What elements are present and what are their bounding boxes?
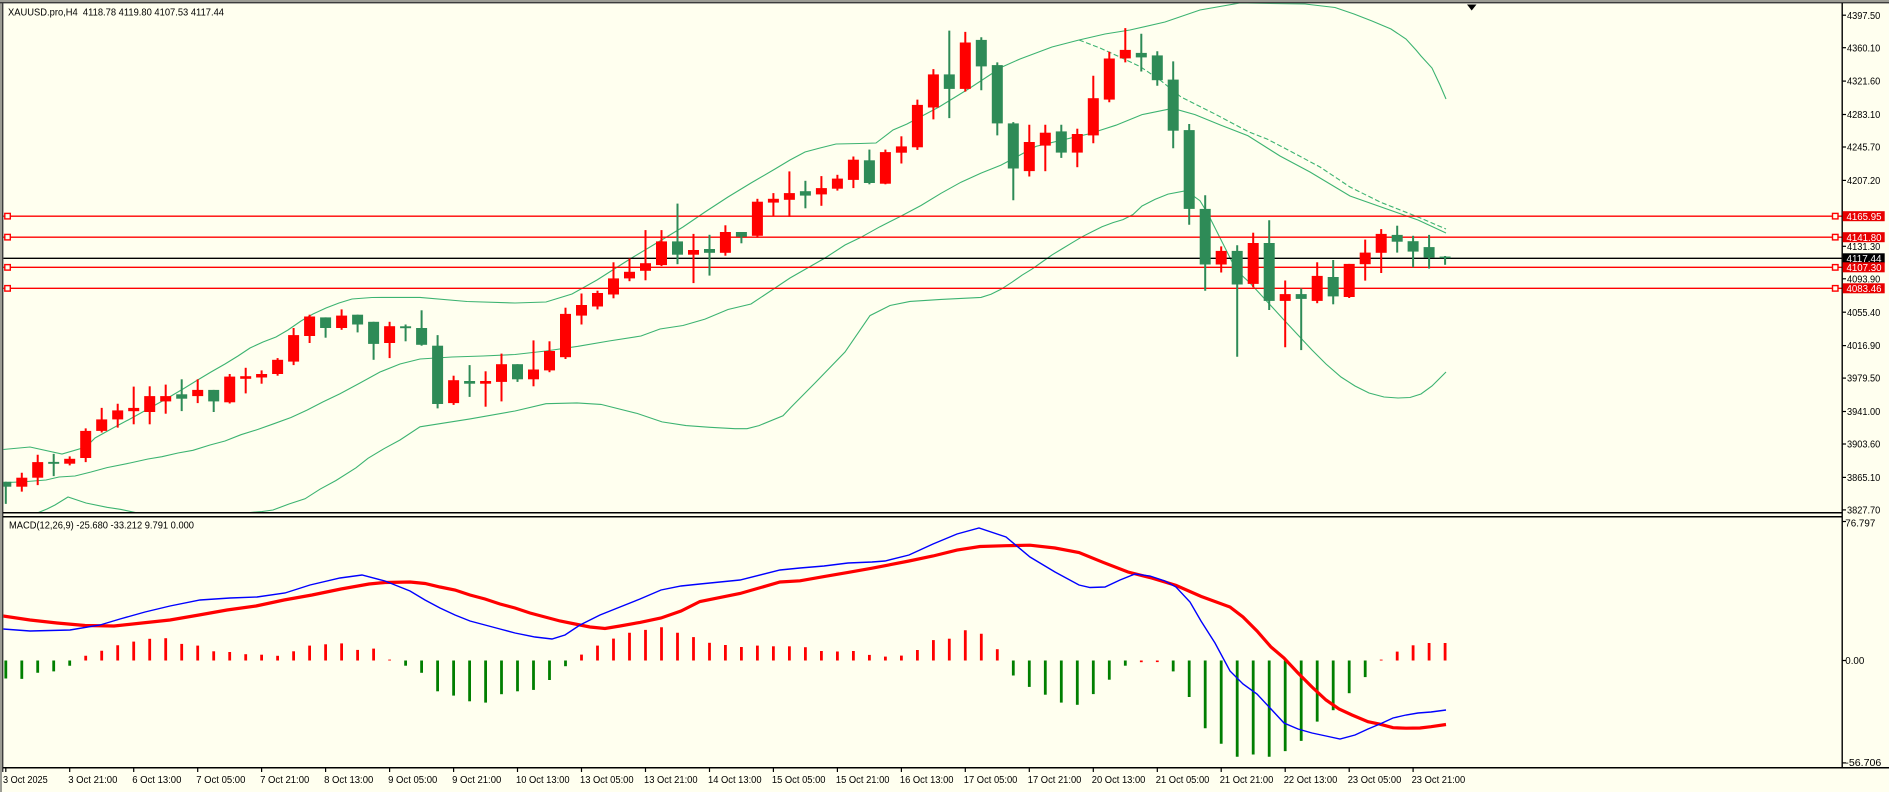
svg-text:4016.90: 4016.90 [1847,341,1881,352]
svg-text:8 Oct 13:00: 8 Oct 13:00 [324,775,374,786]
svg-text:4083.46: 4083.46 [1847,284,1882,295]
svg-text:0.00: 0.00 [1845,656,1864,667]
svg-text:4117.44: 4117.44 [1847,254,1882,265]
svg-text:23 Oct 05:00: 23 Oct 05:00 [1348,775,1402,786]
svg-text:-56.706: -56.706 [1845,758,1881,769]
svg-text:22 Oct 13:00: 22 Oct 13:00 [1284,775,1338,786]
svg-text:4283.10: 4283.10 [1847,110,1881,121]
svg-text:7 Oct 05:00: 7 Oct 05:00 [196,775,246,786]
svg-text:21 Oct 21:00: 21 Oct 21:00 [1220,775,1274,786]
svg-text:4165.95: 4165.95 [1847,212,1882,223]
svg-text:4321.60: 4321.60 [1847,77,1881,88]
svg-text:4141.80: 4141.80 [1847,233,1882,244]
svg-text:4055.40: 4055.40 [1847,308,1881,319]
svg-text:3941.00: 3941.00 [1847,407,1881,418]
svg-text:3903.60: 3903.60 [1847,440,1881,451]
svg-text:3 Oct 2025: 3 Oct 2025 [3,775,48,786]
svg-text:4131.30: 4131.30 [1847,242,1881,253]
svg-text:MACD(12,26,9) -25.680 -33.212: MACD(12,26,9) -25.680 -33.212 9.791 0.00… [9,520,194,532]
svg-text:9 Oct 05:00: 9 Oct 05:00 [388,775,438,786]
svg-text:15 Oct 21:00: 15 Oct 21:00 [836,775,890,786]
svg-text:3865.10: 3865.10 [1847,473,1881,484]
svg-text:9 Oct 21:00: 9 Oct 21:00 [452,775,502,786]
svg-text:3 Oct 21:00: 3 Oct 21:00 [68,775,118,786]
svg-text:7 Oct 21:00: 7 Oct 21:00 [260,775,310,786]
svg-text:4107.30: 4107.30 [1847,263,1882,274]
svg-text:17 Oct 05:00: 17 Oct 05:00 [964,775,1018,786]
svg-text:4397.50: 4397.50 [1847,11,1881,22]
svg-text:16 Oct 13:00: 16 Oct 13:00 [900,775,954,786]
svg-text:4207.20: 4207.20 [1847,176,1881,187]
svg-text:4093.90: 4093.90 [1847,274,1881,285]
svg-text:21 Oct 05:00: 21 Oct 05:00 [1156,775,1210,786]
svg-text:20 Oct 13:00: 20 Oct 13:00 [1092,775,1146,786]
svg-text:14 Oct 13:00: 14 Oct 13:00 [708,775,762,786]
svg-text:13 Oct 21:00: 13 Oct 21:00 [644,775,698,786]
svg-text:6 Oct 13:00: 6 Oct 13:00 [132,775,182,786]
svg-text:23 Oct 21:00: 23 Oct 21:00 [1412,775,1466,786]
svg-text:17 Oct 21:00: 17 Oct 21:00 [1028,775,1082,786]
svg-text:4245.70: 4245.70 [1847,143,1881,154]
svg-text:XAUUSD.pro,H4 4118.78 4119.80: XAUUSD.pro,H4 4118.78 4119.80 4107.53 41… [8,7,224,19]
svg-text:10 Oct 13:00: 10 Oct 13:00 [516,775,570,786]
svg-text:13 Oct 05:00: 13 Oct 05:00 [580,775,634,786]
svg-text:3827.70: 3827.70 [1847,506,1881,517]
svg-text:4360.10: 4360.10 [1847,43,1881,54]
svg-text:15 Oct 05:00: 15 Oct 05:00 [772,775,826,786]
svg-text:76.797: 76.797 [1845,519,1875,530]
svg-text:3979.50: 3979.50 [1847,374,1881,385]
